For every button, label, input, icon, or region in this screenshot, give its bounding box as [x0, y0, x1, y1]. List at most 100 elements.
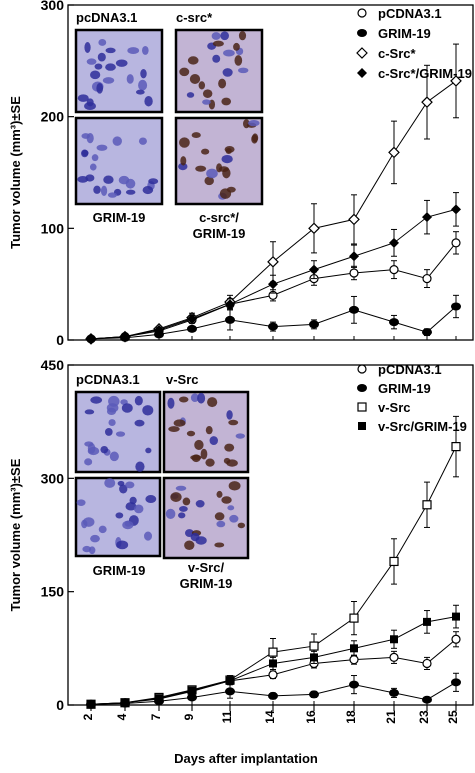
- cell-nucleus: [198, 81, 206, 90]
- data-point: [86, 333, 96, 344]
- cell-nucleus: [248, 119, 260, 127]
- y-tick-label: 450: [41, 357, 65, 373]
- cell-nucleus: [223, 457, 231, 464]
- cell-nucleus: [133, 504, 144, 514]
- cell-nucleus: [204, 176, 214, 186]
- inset-label: c-src*: [176, 10, 213, 25]
- y-tick-label: 300: [41, 470, 65, 486]
- cell-nucleus: [235, 433, 245, 439]
- y-tick-label: 300: [41, 0, 65, 13]
- data-point: [389, 318, 399, 327]
- data-point: [310, 653, 318, 662]
- cell-nucleus: [105, 63, 116, 71]
- legend-marker: [357, 68, 367, 78]
- micrograph-1: [162, 390, 250, 474]
- inset-label: GRIM-19: [193, 226, 246, 241]
- y-axis-label: Tumor volume (mm³)±SE: [8, 96, 23, 249]
- top-panel: 0 100 200 300 Tumor volume (mm³)±SE pCDNA3.1 G…: [8, 0, 474, 348]
- data-point: [121, 698, 129, 707]
- data-point: [389, 265, 399, 275]
- cell-nucleus: [109, 451, 119, 462]
- cell-nucleus: [209, 436, 218, 446]
- data-point: [349, 268, 359, 278]
- cell-nucleus: [108, 395, 120, 407]
- legend-label: pCDNA3.1: [378, 362, 442, 377]
- x-tick-label: 9: [182, 713, 196, 720]
- legend-marker: [356, 47, 368, 59]
- data-point: [308, 222, 320, 235]
- cell-nucleus: [134, 395, 143, 406]
- data-point: [349, 305, 359, 314]
- y-tick-label: 100: [41, 220, 65, 236]
- inset-label: pCDNA3.1: [76, 372, 140, 387]
- inset-label: GRIM-19: [93, 563, 146, 578]
- cell-nucleus: [168, 426, 180, 432]
- cell-nucleus: [221, 154, 233, 164]
- cell-nucleus: [144, 96, 153, 107]
- data-point: [390, 635, 398, 644]
- cell-nucleus: [134, 419, 145, 427]
- data-point: [350, 644, 358, 653]
- cell-nucleus: [125, 189, 136, 195]
- cell-nucleus: [84, 458, 93, 466]
- cell-nucleus: [206, 168, 218, 179]
- data-point: [187, 313, 197, 324]
- cell-nucleus: [216, 163, 223, 173]
- cell-nucleus: [100, 185, 108, 197]
- cell-nucleus: [195, 165, 207, 172]
- x-tick-label: 7: [149, 713, 163, 720]
- cell-nucleus: [84, 42, 91, 54]
- inset-label: GRIM-19: [180, 576, 233, 591]
- data-point: [423, 617, 431, 626]
- data-point: [422, 328, 432, 337]
- cell-nucleus: [115, 512, 124, 519]
- cell-nucleus: [221, 496, 232, 504]
- data-point: [348, 213, 360, 226]
- x-tick-label: 2: [81, 713, 95, 720]
- micrograph-3: [174, 116, 264, 206]
- data-point: [389, 652, 399, 663]
- data-point: [421, 96, 433, 108]
- cell-nucleus: [98, 39, 107, 46]
- cell-nucleus: [170, 492, 182, 502]
- data-point: [452, 612, 460, 621]
- cell-nucleus: [201, 148, 210, 155]
- cell-nucleus: [115, 431, 126, 437]
- cell-nucleus: [91, 154, 99, 162]
- data-point: [451, 634, 461, 644]
- cell-nucleus: [82, 545, 92, 553]
- cell-nucleus: [218, 78, 227, 89]
- cell-nucleus: [178, 512, 186, 519]
- legend-label: c-Src*/GRIM-19: [378, 66, 472, 81]
- legend-marker: [358, 422, 366, 430]
- data-point: [154, 324, 164, 335]
- data-point: [389, 237, 399, 248]
- series-GRIM-19: [86, 294, 461, 343]
- data-point: [389, 688, 399, 697]
- cell-nucleus: [81, 519, 88, 529]
- data-point: [450, 75, 462, 87]
- cell-nucleus: [108, 419, 116, 426]
- data-point: [349, 655, 359, 665]
- cell-nucleus: [104, 427, 113, 436]
- cell-nucleus: [90, 70, 101, 80]
- cell-nucleus: [122, 520, 134, 530]
- cell-nucleus: [200, 448, 208, 460]
- cell-nucleus: [179, 67, 190, 77]
- cell-nucleus: [125, 481, 135, 489]
- cell-nucleus: [145, 447, 152, 454]
- inset-label: GRIM-19: [93, 210, 146, 225]
- data-point: [225, 687, 235, 696]
- cell-nucleus: [202, 99, 211, 105]
- cell-nucleus: [125, 502, 137, 511]
- legend-marker: [357, 402, 367, 412]
- x-tick-label: 25: [446, 710, 460, 724]
- data-point: [388, 146, 400, 159]
- cell-nucleus: [179, 506, 188, 512]
- x-tick-label: 11: [220, 710, 234, 723]
- inset-label: v-Src/: [188, 560, 225, 575]
- cell-nucleus: [143, 531, 153, 541]
- data-point: [87, 700, 95, 709]
- legend-marker: [357, 364, 367, 374]
- inset-label: c-src*/: [199, 210, 239, 225]
